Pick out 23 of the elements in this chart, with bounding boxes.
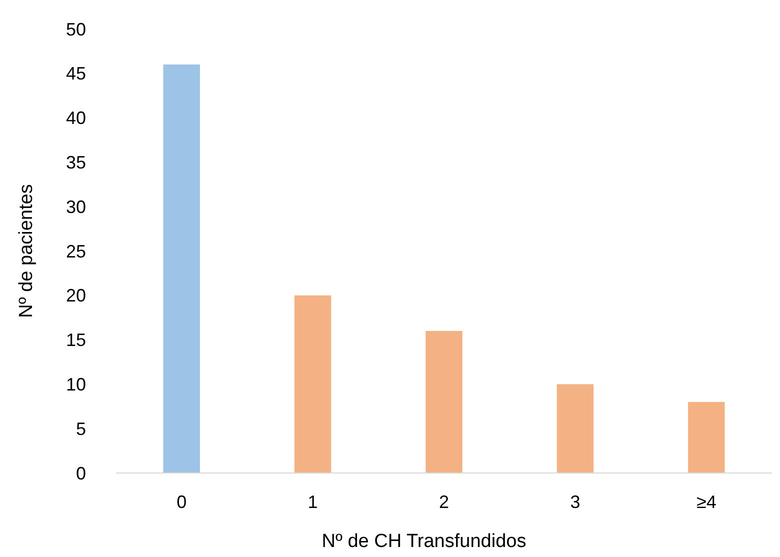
y-tick-label: 25 (66, 241, 86, 262)
x-tick-label: 2 (438, 492, 450, 512)
y-tick-label: 35 (66, 152, 86, 172)
x-tick-label: 0 (176, 492, 187, 512)
bar (294, 295, 332, 473)
y-tick-label: 50 (66, 19, 86, 40)
x-tick-label: 1 (308, 492, 318, 512)
x-tick-label: ≥4 (696, 492, 716, 512)
y-tick-label: 20 (66, 286, 86, 306)
bar (556, 384, 594, 473)
x-axis-title: Nº de CH Transfundidos (322, 531, 526, 552)
y-tick-label: 30 (66, 196, 86, 217)
y-tick-label: 15 (66, 330, 86, 350)
bar (426, 330, 462, 473)
y-tick-label: 40 (66, 108, 86, 128)
x-tick-label: 3 (570, 492, 580, 512)
y-tick-label: 10 (66, 374, 86, 394)
y-tick-label: 0 (76, 463, 86, 484)
y-tick-label: 45 (66, 64, 86, 84)
bar (688, 402, 725, 473)
y-axis-title: Nº de pacientes (16, 184, 37, 318)
y-tick-label: 5 (76, 418, 86, 439)
bar (163, 64, 200, 473)
